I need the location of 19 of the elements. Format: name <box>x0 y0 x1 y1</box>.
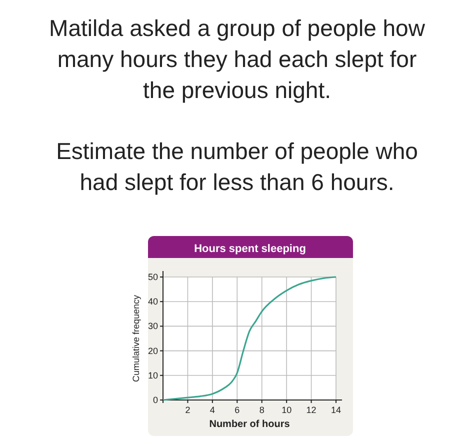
x-tick-label: 12 <box>306 405 316 415</box>
y-tick-label: 40 <box>148 296 158 307</box>
text: Estimate the number of people who had slept for less than 6 hours. <box>56 138 418 195</box>
x-tick-label: 6 <box>234 405 240 415</box>
x-tick-label: 4 <box>210 405 215 415</box>
y-tick-label: 50 <box>148 272 158 282</box>
chart-title: Hours spent sleeping <box>194 243 306 255</box>
x-axis-title: Number of hours <box>209 419 290 430</box>
x-tick-label: 8 <box>259 405 264 415</box>
y-tick-label: 30 <box>148 321 158 332</box>
x-tick-label: 2 <box>185 405 190 415</box>
x-tick-label: 10 <box>282 405 292 415</box>
text: Matilda asked a group of people how many hours they had each slept for the previous night. <box>49 15 426 103</box>
y-tick-label: 20 <box>148 346 158 356</box>
y-tick-label: 10 <box>148 370 158 380</box>
y-tick-label: 0 <box>152 395 158 405</box>
y-axis-title: Cumulative frequency <box>131 294 141 382</box>
line-series <box>162 276 337 401</box>
x-tick-label: 14 <box>330 405 342 415</box>
